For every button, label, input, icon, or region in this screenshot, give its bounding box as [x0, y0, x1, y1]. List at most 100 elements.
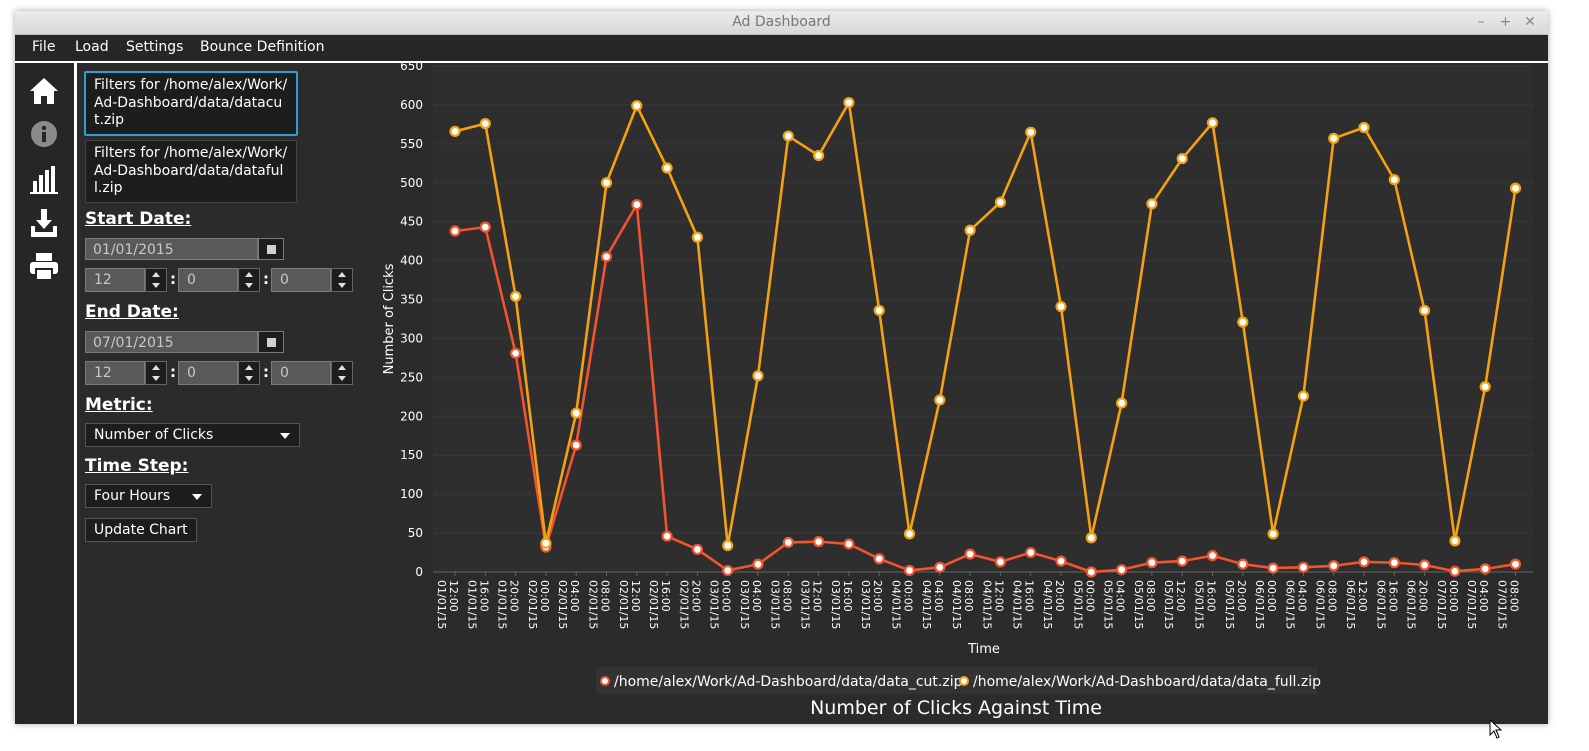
- data-point: [1206, 117, 1219, 129]
- data-point: [1479, 381, 1491, 393]
- time-separator: :: [263, 270, 269, 288]
- end-hour-spinner[interactable]: 12: [85, 361, 169, 385]
- data-point: [752, 558, 764, 570]
- start-calendar-icon[interactable]: [258, 238, 284, 260]
- bar-chart-icon[interactable]: [28, 163, 60, 195]
- y-tick-label: 450: [400, 215, 423, 229]
- end-minute-spinner[interactable]: 0: [178, 361, 262, 385]
- data-point: [1358, 556, 1370, 568]
- data-point: [1055, 555, 1067, 567]
- x-tick-label: 16:0006/01/15: [1374, 580, 1399, 629]
- y-tick-label: 500: [400, 176, 423, 190]
- close-button[interactable]: ✕: [1524, 14, 1536, 30]
- print-icon[interactable]: [28, 250, 60, 282]
- home-icon[interactable]: [28, 75, 60, 107]
- legend-marker-0: [600, 676, 610, 686]
- start-hour-field[interactable]: 12: [85, 268, 145, 292]
- time-step-chevron-down-icon: [192, 494, 202, 500]
- title-bar: Ad Dashboard – + ✕: [15, 11, 1548, 35]
- data-point: [1115, 564, 1128, 576]
- start-hour-arrows-icon[interactable]: [145, 268, 167, 292]
- data-point: [1449, 565, 1461, 577]
- end-calendar-icon[interactable]: [258, 331, 284, 353]
- x-tick-label: 12:0006/01/15: [1344, 580, 1369, 629]
- menu-file[interactable]: File: [32, 39, 56, 55]
- info-icon[interactable]: [28, 118, 60, 150]
- x-tick-label: 20:0003/01/15: [859, 580, 884, 629]
- update-chart-button[interactable]: Update Chart: [85, 518, 197, 542]
- clicks-line-chart: 0 50 100 150 200 250 300 350 400 450 500 550 600 650 1…: [382, 59, 1533, 719]
- download-icon[interactable]: [28, 207, 60, 239]
- menu-load[interactable]: Load: [75, 39, 109, 55]
- x-tick-label: 00:0003/01/15: [708, 580, 733, 629]
- data-point: [994, 196, 1007, 208]
- data-point: [903, 564, 916, 577]
- end-minute-arrows-icon[interactable]: [238, 361, 260, 385]
- data-point: [1297, 561, 1310, 573]
- start-second-spinner[interactable]: 0: [271, 268, 355, 292]
- data-point: [1328, 132, 1340, 144]
- menu-bounce-definition[interactable]: Bounce Definition: [200, 39, 325, 55]
- data-point: [812, 536, 825, 548]
- y-tick-label: 300: [400, 331, 423, 345]
- data-point: [449, 225, 461, 237]
- data-point: [1388, 557, 1400, 569]
- start-date-input[interactable]: 01/01/2015: [85, 238, 258, 260]
- metric-select[interactable]: Number of Clicks: [85, 423, 300, 447]
- time-separator: :: [170, 363, 176, 381]
- data-point: [691, 231, 704, 243]
- data-point: [782, 130, 794, 142]
- start-minute-arrows-icon[interactable]: [238, 268, 260, 292]
- data-point: [873, 304, 885, 317]
- app-window: Ad Dashboard – + ✕ File Load Settings Bo…: [15, 11, 1548, 724]
- data-point: [873, 553, 885, 565]
- start-second-field[interactable]: 0: [271, 268, 331, 292]
- time-step-select[interactable]: Four Hours: [85, 484, 212, 508]
- y-tick-label: 150: [400, 448, 423, 462]
- x-tick-label: 16:0003/01/15: [829, 580, 854, 629]
- start-minute-spinner[interactable]: 0: [178, 268, 262, 292]
- data-point: [570, 407, 582, 419]
- x-tick-label: 04:0006/01/15: [1283, 580, 1308, 629]
- x-tick-label: 12:0001/01/15: [435, 580, 460, 629]
- end-hour-field[interactable]: 12: [85, 361, 145, 385]
- filter-datacut-button[interactable]: Filters for /home/alex/Work/Ad-Dashboard…: [84, 71, 298, 136]
- legend-label-1: /home/alex/Work/Ad-Dashboard/data/data_f…: [973, 674, 1321, 690]
- metric-value: Number of Clicks: [94, 427, 214, 443]
- menu-settings[interactable]: Settings: [126, 39, 184, 55]
- end-date-input[interactable]: 07/01/2015: [85, 331, 258, 353]
- data-point: [994, 556, 1007, 568]
- x-tick-label: 08:0005/01/15: [1132, 580, 1157, 629]
- maximize-button[interactable]: +: [1499, 14, 1512, 30]
- data-point: [661, 530, 673, 542]
- data-point: [812, 149, 825, 162]
- x-tick-label: 16:0004/01/15: [1011, 580, 1036, 629]
- data-point: [1115, 397, 1128, 409]
- end-minute-field[interactable]: 0: [178, 361, 238, 385]
- window-title: Ad Dashboard: [732, 14, 831, 30]
- metric-chevron-down-icon: [280, 433, 290, 439]
- x-tick-label: 00:0006/01/15: [1253, 580, 1278, 629]
- x-tick-label: 16:0001/01/15: [465, 580, 490, 629]
- data-point: [1146, 198, 1158, 210]
- data-point: [903, 528, 916, 540]
- filter-datafull-button[interactable]: Filters for /home/alex/Work/Ad-Dashboard…: [85, 140, 297, 203]
- time-step-value: Four Hours: [94, 488, 171, 504]
- minimize-button[interactable]: –: [1477, 14, 1485, 30]
- end-second-arrows-icon[interactable]: [331, 361, 353, 385]
- x-tick-label: 12:0002/01/15: [617, 580, 642, 629]
- end-hour-arrows-icon[interactable]: [145, 361, 167, 385]
- y-tick-label: 350: [400, 293, 423, 307]
- data-point: [1328, 560, 1340, 572]
- x-tick-label: 16:0005/01/15: [1193, 580, 1218, 629]
- data-point: [1025, 126, 1037, 138]
- data-point: [1085, 532, 1097, 544]
- data-point: [1176, 555, 1188, 567]
- start-minute-field[interactable]: 0: [178, 268, 238, 292]
- end-second-spinner[interactable]: 0: [271, 361, 355, 385]
- start-second-arrows-icon[interactable]: [331, 268, 353, 292]
- start-hour-spinner[interactable]: 12: [85, 268, 169, 292]
- end-second-field[interactable]: 0: [271, 361, 331, 385]
- data-point: [1055, 300, 1067, 313]
- legend-background: [596, 667, 1317, 694]
